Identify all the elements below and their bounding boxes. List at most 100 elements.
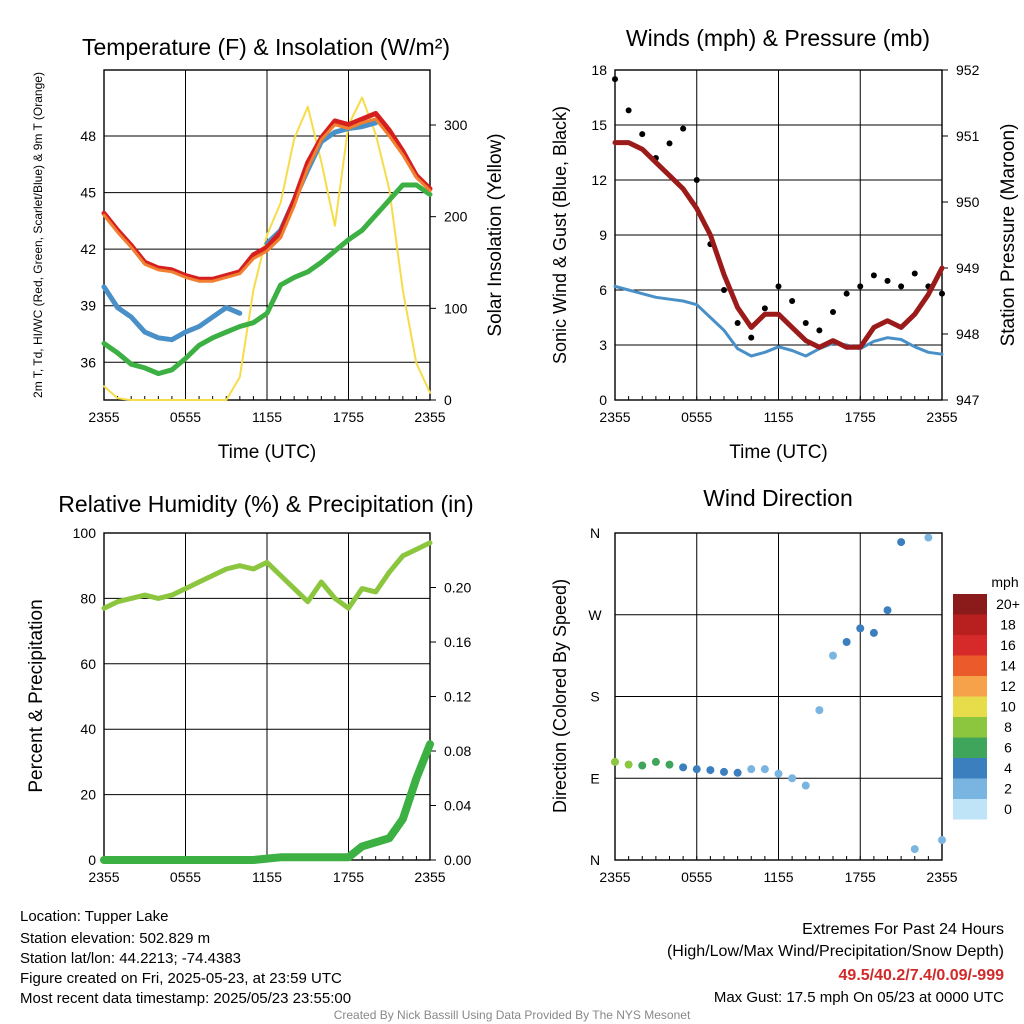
x-tick-label: 1155 xyxy=(763,409,793,425)
colorbar-label: 12 xyxy=(1000,678,1016,694)
colorbar-label: 6 xyxy=(1004,740,1012,756)
direction-point xyxy=(706,766,715,775)
series-temp_9m xyxy=(102,117,432,283)
footer-latlon: Station lat/lon: 44.2213; -74.4383 xyxy=(20,950,241,967)
x-tick-label: 0555 xyxy=(170,409,201,425)
colorbar-label: 8 xyxy=(1004,719,1012,735)
winds-panel: 0 3 6 9 12 15 18 947 948 949 950 951 952 2355 0555 1155… xyxy=(550,25,1019,463)
y-tick-label: 0 xyxy=(88,852,96,868)
x-tick-label: 2355 xyxy=(926,409,957,425)
colorbar-label: 0 xyxy=(1004,801,1012,817)
chart-title: Temperature (F) & Insolation (W/m²) xyxy=(82,34,450,60)
y-axis-label: 2m T, Td, HI/WC (Red, Green, Scarlet/Blu… xyxy=(31,72,45,398)
y-tick-label: 15 xyxy=(591,117,607,133)
gust-point xyxy=(789,298,796,304)
plot-frame xyxy=(614,69,943,401)
x-tick-label: 2355 xyxy=(599,409,630,425)
series-dewpoint xyxy=(101,182,433,377)
gust-point xyxy=(761,305,768,312)
y-tick-label: 80 xyxy=(80,590,96,606)
gust-point xyxy=(666,140,673,147)
colorbar-title: mph xyxy=(991,574,1018,590)
x-tick-label: 2355 xyxy=(926,869,957,885)
y-right-tick-label: 952 xyxy=(956,62,980,78)
direction-point xyxy=(638,761,647,770)
y-right-tick-label: 947 xyxy=(956,392,980,408)
y-tick-label: 36 xyxy=(80,354,96,370)
series-rh xyxy=(101,540,433,611)
y-right-tick-label: 0.20 xyxy=(444,580,471,596)
direction-point xyxy=(665,760,674,769)
direction-point xyxy=(883,606,892,615)
series-wind xyxy=(613,284,944,358)
x-tick-label: 2355 xyxy=(88,409,119,425)
y-tick-label: S xyxy=(590,689,599,705)
y-right-tick-label: 100 xyxy=(444,300,468,316)
gust-point xyxy=(693,177,700,183)
footer-created: Figure created on Fri, 2025-05-23, at 23… xyxy=(20,970,342,987)
y-right-tick-label: 0.04 xyxy=(444,798,471,814)
y-right-tick-label: 0.08 xyxy=(444,743,471,759)
x-tick-label: 0555 xyxy=(681,869,712,885)
chart-title: Relative Humidity (%) & Precipitation (i… xyxy=(58,491,473,517)
direction-point xyxy=(733,768,742,777)
direction-point xyxy=(611,757,619,766)
colorbar-label: 18 xyxy=(1000,617,1016,633)
direction-point xyxy=(829,651,837,660)
direction-point xyxy=(774,769,783,778)
colorbar-label: 20+ xyxy=(996,596,1020,612)
y-axis-label-right: Solar Insolation (Yellow) xyxy=(485,133,506,336)
y-tick-label: 18 xyxy=(591,62,607,78)
y-tick-label: 6 xyxy=(599,282,607,298)
credit-line: Created By Nick Bassill Using Data Provi… xyxy=(334,1008,691,1022)
y-tick-label: 39 xyxy=(80,298,96,314)
gust-point xyxy=(857,283,864,290)
y-axis-label: Percent & Precipitation xyxy=(26,599,47,792)
direction-point xyxy=(815,706,824,715)
colorbar-swatch xyxy=(953,778,987,799)
y-tick-label: 100 xyxy=(73,525,97,541)
gust-point xyxy=(721,287,727,293)
gust-point xyxy=(680,125,687,132)
y-tick-label: 48 xyxy=(80,128,96,144)
x-tick-label: 1155 xyxy=(252,409,282,425)
x-tick-label: 1755 xyxy=(333,409,364,425)
gust-point xyxy=(748,334,755,341)
gust-point xyxy=(843,290,850,297)
colorbar-swatch xyxy=(953,696,987,717)
colorbar-swatch xyxy=(953,614,987,635)
direction-point xyxy=(788,774,797,783)
colorbar-swatch xyxy=(953,758,987,779)
direction-point xyxy=(924,533,933,542)
x-axis-label: Time (UTC) xyxy=(729,442,828,463)
x-tick-label: 1755 xyxy=(333,869,364,885)
direction-point xyxy=(869,628,878,637)
x-tick-label: 1755 xyxy=(845,869,876,885)
colorbar-swatch xyxy=(953,737,987,758)
x-tick-label: 2355 xyxy=(88,869,119,885)
direction-point xyxy=(679,763,688,772)
x-tick-label: 2355 xyxy=(414,409,445,425)
extremes-legend: (High/Low/Max Wind/Precipitation/Snow De… xyxy=(667,943,1004,960)
y-right-tick-label: 300 xyxy=(444,117,468,133)
footer-recent: Most recent data timestamp: 2025/05/23 2… xyxy=(20,990,351,1007)
x-tick-label: 0555 xyxy=(170,869,201,885)
direction-point xyxy=(624,760,633,769)
colorbar-swatch xyxy=(953,717,987,738)
direction-point xyxy=(897,538,906,547)
humidity-panel: 0 20 40 60 80 100 0.00 0.04 0.08 0.12 0.16 0.20 2355… xyxy=(26,491,474,885)
max-gust: Max Gust: 17.5 mph On 05/23 at 0000 UTC xyxy=(714,989,1004,1006)
y-right-tick-label: 0.16 xyxy=(444,634,471,650)
speed-colorbar: mph 20+ 18 16 14 12 10 8 6 4 2 0 xyxy=(953,574,1020,820)
y-right-tick-label: 200 xyxy=(444,209,468,225)
x-tick-label: 1155 xyxy=(763,869,793,885)
colorbar-label: 10 xyxy=(1000,699,1016,715)
colorbar-swatch xyxy=(953,594,987,615)
direction-point xyxy=(842,638,851,646)
gust-point xyxy=(625,107,632,114)
direction-point xyxy=(692,765,701,774)
y-right-tick-label: 0.00 xyxy=(444,852,471,868)
gust-point xyxy=(734,320,741,326)
